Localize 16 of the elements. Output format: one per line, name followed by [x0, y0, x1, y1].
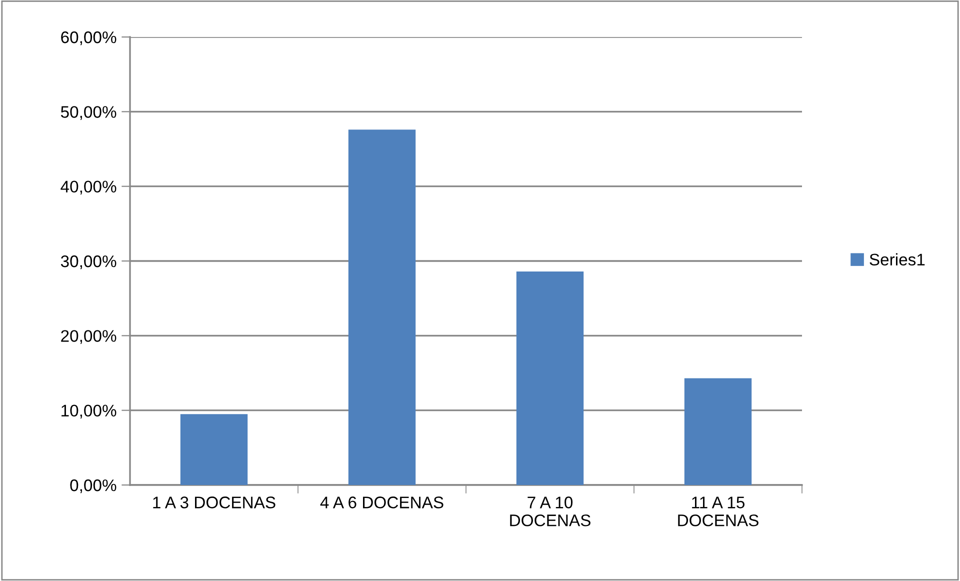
bar — [684, 378, 752, 485]
y-tick-label: 0,00% — [70, 479, 116, 494]
bar — [348, 130, 416, 485]
y-tick-label: 20,00% — [61, 330, 116, 344]
y-tick-label: 50,00% — [60, 106, 116, 120]
y-tick-label: 40,00% — [60, 180, 116, 195]
y-tick-label: 60,00% — [61, 31, 116, 46]
x-tick-label: 4 A 6 DOCENAS — [320, 496, 444, 508]
x-tick-label: 1 A 3 DOCENAS — [153, 496, 276, 508]
y-tick-label: 10,00% — [62, 404, 116, 419]
legend-label: Series1 — [870, 253, 925, 266]
x-tick-label: 7 A 10 DOCENAS — [510, 496, 590, 526]
bar — [516, 271, 584, 485]
y-tick-label: 30,00% — [60, 255, 116, 270]
bar — [180, 414, 248, 485]
x-tick-label: 11 A 15 DOCENAS — [678, 496, 758, 526]
